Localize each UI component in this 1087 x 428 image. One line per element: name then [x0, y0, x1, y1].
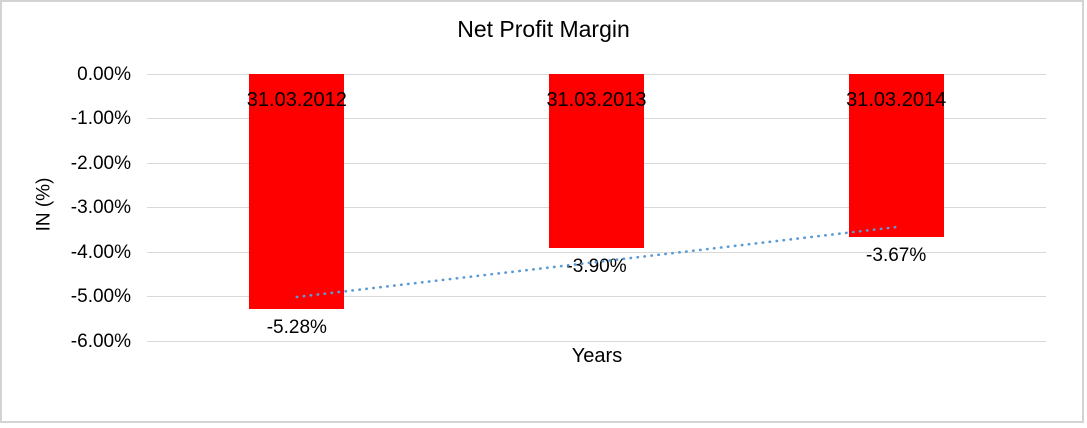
bar-value-label: -5.28%	[266, 316, 327, 338]
y-gridline	[147, 340, 1046, 342]
bar	[549, 74, 644, 248]
y-tick-label: -2.00%	[70, 152, 131, 174]
y-tick-label: -1.00%	[70, 108, 131, 129]
y-tick-label: -3.00%	[70, 197, 131, 218]
y-tick-label: 0.00%	[77, 63, 131, 85]
bar-value-label: -3.67%	[866, 245, 927, 267]
bar-value-label: -3.90%	[566, 255, 627, 277]
x-axis-title: Years	[571, 345, 623, 367]
chart-title: Net Profit Margin	[457, 16, 630, 42]
bar	[848, 74, 944, 238]
y-tick-label: -4.00%	[70, 241, 131, 263]
bar-category-label: 31.03.2012	[246, 89, 347, 111]
y-tick-label: -6.00%	[70, 330, 131, 352]
bar-category-label: 31.03.2014	[846, 89, 947, 111]
bar-category-label: 31.03.2013	[546, 89, 647, 111]
y-tick-label: -5.00%	[70, 286, 131, 307]
